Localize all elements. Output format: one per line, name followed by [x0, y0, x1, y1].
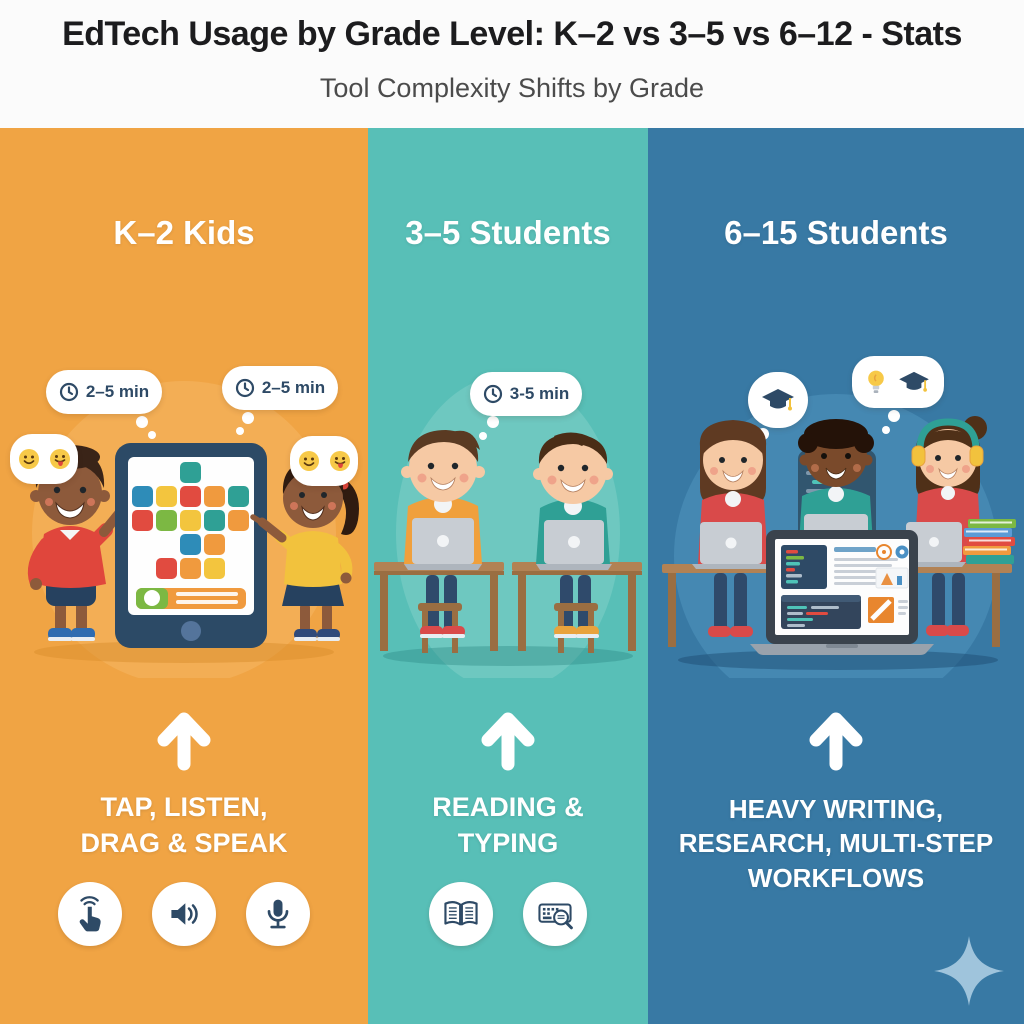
up-arrow-icon	[157, 712, 211, 771]
grades-3-5-activity-label: READING & TYPING	[368, 790, 648, 861]
clock-icon	[235, 378, 254, 398]
activity-line: READING &	[432, 792, 584, 822]
smiley-face-icon	[298, 451, 319, 471]
student-2-lower	[554, 575, 599, 653]
k2-scene-drawing	[27, 381, 359, 678]
page-title: EdTech Usage by Grade Level: K–2 vs 3–5 …	[62, 15, 962, 53]
thought-bubble-graduation	[748, 372, 808, 428]
column-grades-6-12: 6–15 Students	[648, 128, 1024, 1024]
grades-3-5-icon-row	[368, 882, 648, 946]
tongue-out-face-icon	[329, 451, 350, 471]
activity-line: WORKFLOWS	[747, 862, 925, 893]
k2-boy-figure	[27, 445, 134, 641]
grades-3-5-scene-drawing	[374, 375, 642, 678]
thought-bubble-ideas	[852, 356, 944, 408]
grades-6-12-illustration	[648, 338, 1024, 678]
graduation-cap-icon	[899, 371, 929, 392]
k2-icon-row	[0, 882, 368, 946]
student-girl-left	[692, 420, 770, 637]
activity-line: HEAVY WRITING,	[728, 794, 944, 824]
sparkle-icon	[934, 936, 1004, 1006]
column-grades-3-5: 3–5 Students	[368, 128, 648, 1024]
page-subtitle: Tool Complexity Shifts by Grade	[319, 73, 705, 104]
open-book-icon	[429, 882, 493, 946]
student-1-lower	[418, 575, 465, 653]
header: EdTech Usage by Grade Level: K–2 vs 3–5 …	[0, 0, 1024, 128]
column-k2-title: K–2 Kids	[113, 214, 255, 251]
tap-icon	[58, 882, 122, 946]
microphone-icon	[246, 882, 310, 946]
speaker-icon	[152, 882, 216, 946]
tongue-out-face-icon	[49, 449, 70, 469]
clock-icon	[483, 384, 502, 404]
grades-6-12-activity-label: HEAVY WRITING, RESEARCH, MULTI-STEP WORK…	[648, 792, 1024, 895]
k2-illustration: 2–5 min 2–5 min	[0, 338, 368, 678]
column-6-15-title: 6–15 Students	[724, 214, 948, 251]
time-badge-text: 3-5 min	[509, 384, 570, 403]
student-1-figure	[401, 430, 485, 570]
smiley-face-icon	[18, 449, 39, 469]
book-stack	[963, 519, 1016, 564]
column-k2: K–2 Kids	[0, 128, 368, 1024]
time-badge: 3-5 min	[470, 372, 582, 416]
k2-activity-label: TAP, LISTEN, DRAG & SPEAK	[0, 790, 368, 861]
k2-tablet	[115, 443, 267, 648]
lightbulb-icon	[868, 370, 884, 393]
student-2-figure	[533, 432, 613, 570]
emoji-speech-bubble	[10, 434, 78, 484]
grades-3-5-illustration: 3-5 min	[368, 338, 648, 678]
graduation-cap-icon	[762, 388, 794, 410]
activity-line: TYPING	[457, 827, 559, 858]
up-arrow-icon	[481, 712, 535, 771]
grade-columns: K–2 Kids	[0, 128, 1024, 1024]
foreground-laptop	[750, 530, 934, 655]
activity-line: RESEARCH, MULTI-STEP	[678, 828, 994, 859]
time-badge: 2–5 min	[222, 366, 338, 410]
time-badge-text: 2–5 min	[261, 378, 326, 397]
activity-line: TAP, LISTEN,	[100, 792, 268, 822]
activity-line: DRAG & SPEAK	[80, 827, 288, 858]
emoji-speech-bubble	[290, 436, 358, 486]
time-badge: 2–5 min	[46, 370, 162, 414]
clock-icon	[59, 382, 78, 402]
column-3-5-title: 3–5 Students	[405, 214, 611, 251]
student-girl-right	[898, 416, 987, 636]
up-arrow-icon	[809, 712, 863, 771]
time-badge-text: 2–5 min	[85, 382, 150, 401]
keyboard-search-icon	[523, 882, 587, 946]
grades-6-12-scene-drawing	[662, 394, 1016, 678]
